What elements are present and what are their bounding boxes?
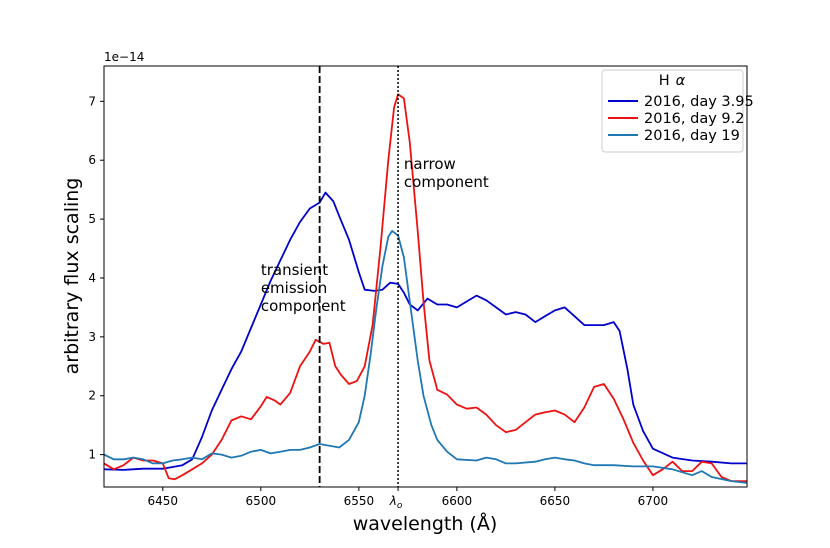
y-tick-label: 3 <box>88 330 96 344</box>
series-line-1 <box>104 191 747 471</box>
y-tick-label: 6 <box>88 153 96 167</box>
annotation-1-line-3: component <box>261 297 346 315</box>
annotation-1-line-1: transient <box>261 261 328 279</box>
legend-label-3: 2016, day 19 <box>644 128 740 144</box>
x-tick-label: 6700 <box>638 494 669 508</box>
legend-title-greek: α <box>676 73 686 89</box>
x-tick-label-lambda: λo <box>389 494 403 511</box>
x-tick-label: 6450 <box>148 494 179 508</box>
y-tick-label: 1 <box>88 448 96 462</box>
legend-box <box>601 69 744 153</box>
x-tick-label: 6650 <box>540 494 571 508</box>
series-line-2 <box>104 93 747 482</box>
lambda-subscript: o <box>397 501 403 511</box>
y-offset-text: 1e−14 <box>104 50 144 64</box>
series-line-3 <box>104 230 747 484</box>
x-tick-label: 6600 <box>442 494 473 508</box>
plot-frame <box>103 65 748 488</box>
x-tick-label: 6500 <box>246 494 277 508</box>
annotation-1-line-2: emission <box>261 279 328 297</box>
legend-label-1: 2016, day 3.95 <box>644 94 754 110</box>
annotation-2-line-1: narrow <box>404 155 456 173</box>
y-tick-label: 5 <box>88 212 96 226</box>
annotation-2-line-2: component <box>404 173 489 191</box>
x-axis-title: wavelength (Å) <box>353 512 498 535</box>
x-tick-label: 6550 <box>344 494 375 508</box>
y-tick-label: 7 <box>88 94 96 108</box>
y-tick-label: 4 <box>88 271 96 285</box>
legend-title-main: H <box>659 73 670 89</box>
y-axis-title: arbitrary flux scaling <box>61 178 83 375</box>
y-tick-label: 2 <box>88 389 96 403</box>
legend-label-2: 2016, day 9.2 <box>644 111 744 127</box>
